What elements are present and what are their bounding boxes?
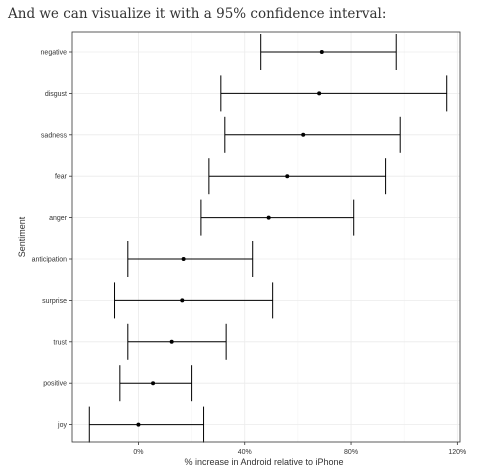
- y-tick-label-anticipation: anticipation: [32, 257, 68, 264]
- y-tick-label-surprise: surprise: [42, 298, 67, 305]
- point-estimate-anticipation: [181, 257, 186, 261]
- point-estimate-negative: [319, 50, 324, 54]
- y-tick-label-positive: positive: [43, 381, 67, 388]
- axes: negative disgust sadness fear anger anticipat…: [32, 31, 466, 456]
- intro-text: And we can visualize it with a 95% confi…: [8, 6, 387, 22]
- point-estimate-fear: [285, 174, 290, 179]
- point-estimate-anger: [266, 215, 271, 220]
- point-estimate-positive: [151, 381, 156, 386]
- y-axis-title: Sentiment: [17, 216, 27, 257]
- point-estimate-sadness: [301, 132, 306, 137]
- x-tick-label: 0%: [133, 449, 143, 456]
- point-estimate-disgust: [317, 91, 322, 96]
- point-estimate-surprise: [180, 298, 185, 303]
- y-tick-label-anger: anger: [49, 215, 68, 222]
- plot-panel-border: [71, 31, 461, 443]
- x-axis-title: % increase in Android relative to iPhone: [184, 457, 343, 467]
- y-tick-label-trust: trust: [53, 339, 67, 346]
- point-estimate-joy: [136, 422, 141, 427]
- y-tick-label-fear: fear: [55, 174, 68, 181]
- x-tick-label: 80%: [344, 449, 358, 456]
- point-estimate-trust: [169, 339, 174, 344]
- y-tick-label-disgust: disgust: [45, 91, 67, 98]
- y-tick-label-sadness: sadness: [41, 132, 68, 139]
- x-tick-label: 40%: [238, 449, 252, 456]
- y-tick-label-negative: negative: [41, 50, 68, 57]
- x-tick-label: 120%: [448, 449, 466, 456]
- error-bars: [88, 34, 448, 443]
- y-tick-label-joy: joy: [57, 422, 67, 429]
